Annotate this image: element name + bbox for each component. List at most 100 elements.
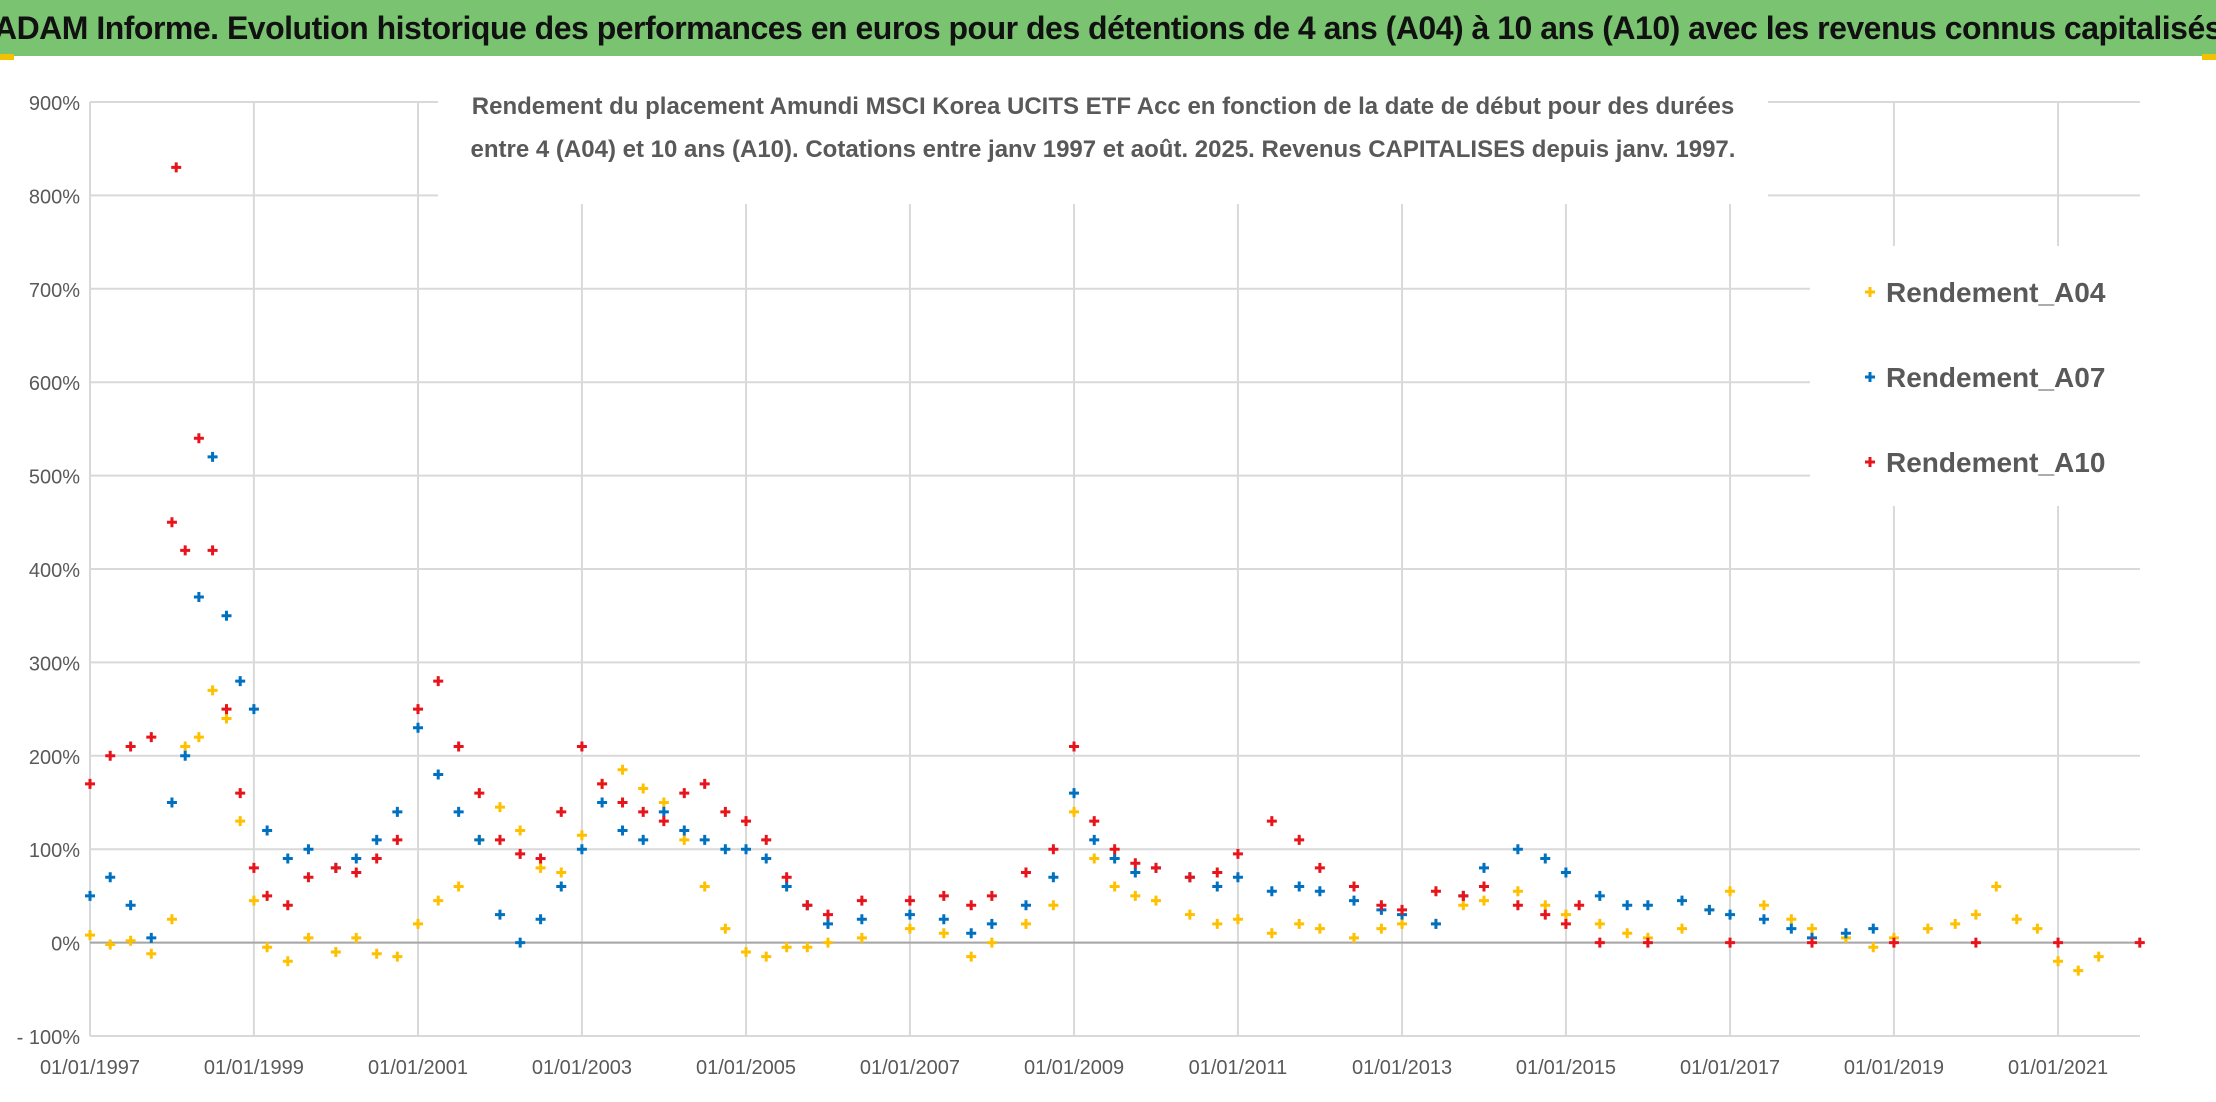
data-point: [207, 451, 218, 462]
data-point: [1642, 900, 1653, 911]
data-point: [1294, 918, 1305, 929]
y-tick-label: 0%: [51, 934, 80, 956]
data-point: [699, 834, 710, 845]
data-point: [433, 676, 444, 687]
data-point: [556, 806, 567, 817]
x-tick-label: 01/01/2003: [532, 1057, 632, 1079]
data-point: [1130, 867, 1141, 878]
data-point: [658, 816, 669, 827]
data-point: [741, 946, 752, 957]
data-point: [904, 923, 915, 934]
data-point: [371, 834, 382, 845]
data-point: [1150, 862, 1161, 873]
data-point: [1109, 881, 1120, 892]
data-point: [303, 844, 314, 855]
data-point: [1212, 881, 1223, 892]
data-point: [1348, 932, 1359, 943]
y-axis-ticks: - 100% 0% 100% 200% 300% 400% 500% 600% 700% 800%…: [17, 93, 81, 1049]
data-point: [1130, 890, 1141, 901]
data-point: [761, 834, 772, 845]
data-point: [1266, 886, 1277, 897]
data-point: [282, 900, 293, 911]
data-point: [938, 928, 949, 939]
data-point: [535, 862, 546, 873]
data-point: [617, 797, 628, 808]
data-point: [822, 937, 833, 948]
x-tick-label: 01/01/2007: [860, 1057, 960, 1079]
data-point: [351, 867, 362, 878]
x-tick-label: 01/01/2021: [2008, 1057, 2108, 1079]
data-point: [781, 942, 792, 953]
data-point: [282, 956, 293, 967]
data-point: [1069, 741, 1080, 752]
data-point: [576, 844, 587, 855]
data-point: [1048, 872, 1059, 883]
data-point: [1540, 909, 1551, 920]
data-point: [741, 816, 752, 827]
title-backdrop: [438, 86, 1768, 204]
data-point: [1622, 900, 1633, 911]
data-point: [638, 783, 649, 794]
y-tick-label: 500%: [29, 467, 80, 489]
data-point: [1184, 872, 1195, 883]
data-point: [856, 895, 867, 906]
data-point: [207, 545, 218, 556]
data-point: [576, 830, 587, 841]
data-point: [1089, 834, 1100, 845]
data-point: [105, 939, 116, 950]
data-point: [474, 788, 485, 799]
data-point: [1048, 900, 1059, 911]
data-point: [1758, 914, 1769, 925]
data-point: [679, 788, 690, 799]
data-point: [1786, 914, 1797, 925]
data-point: [235, 788, 246, 799]
data-point: [303, 932, 314, 943]
data-point: [166, 517, 177, 528]
data-point: [986, 918, 997, 929]
data-point: [371, 853, 382, 864]
data-point: [1109, 844, 1120, 855]
data-point: [2011, 914, 2022, 925]
y-tick-label: 300%: [29, 653, 80, 675]
data-point: [1786, 923, 1797, 934]
series-layer: [85, 162, 2145, 976]
data-point: [679, 825, 690, 836]
data-point: [1020, 867, 1031, 878]
data-point: [1376, 900, 1387, 911]
data-point: [1512, 844, 1523, 855]
data-point: [180, 750, 191, 761]
y-tick-label: 800%: [29, 186, 80, 208]
data-point: [1704, 904, 1715, 915]
data-point: [1806, 923, 1817, 934]
data-point: [1314, 923, 1325, 934]
data-point: [221, 704, 232, 715]
data-point: [2134, 937, 2145, 948]
data-point: [1109, 853, 1120, 864]
data-point: [474, 834, 485, 845]
corner-marker-right: [2202, 54, 2216, 60]
data-point: [146, 732, 157, 743]
data-point: [180, 545, 191, 556]
data-point: [986, 890, 997, 901]
x-tick-label: 01/01/2013: [1352, 1057, 1452, 1079]
scatter-chart: - 100% 0% 100% 200% 300% 400% 500% 600% 700% 800%…: [0, 56, 2216, 1102]
data-point: [1868, 942, 1879, 953]
legend-marker: [1865, 457, 1875, 467]
y-tick-label: 100%: [29, 840, 80, 862]
data-point: [453, 806, 464, 817]
series-Rendement_A07: [85, 451, 1879, 948]
data-point: [576, 741, 587, 752]
data-point: [904, 895, 915, 906]
data-point: [1232, 914, 1243, 925]
data-point: [1232, 872, 1243, 883]
corner-marker-left: [0, 54, 14, 60]
series-Rendement_A04: [85, 685, 2104, 976]
data-point: [904, 909, 915, 920]
data-point: [856, 932, 867, 943]
data-point: [1725, 886, 1736, 897]
data-point: [248, 704, 259, 715]
x-tick-label: 01/01/1997: [40, 1057, 140, 1079]
data-point: [392, 834, 403, 845]
data-point: [1540, 853, 1551, 864]
data-point: [1512, 886, 1523, 897]
